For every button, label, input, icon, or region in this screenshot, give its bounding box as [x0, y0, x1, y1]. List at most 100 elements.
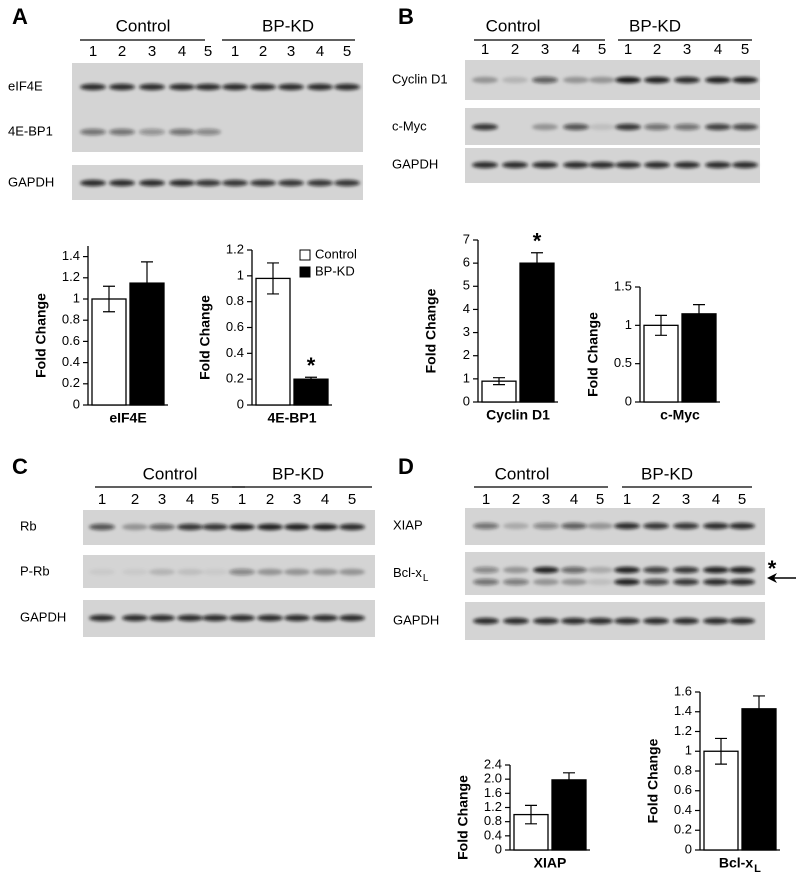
band	[229, 568, 255, 576]
band	[222, 83, 248, 91]
band	[80, 128, 106, 136]
lane-number: 3	[683, 41, 691, 58]
error-bar	[655, 314, 667, 336]
group-label: Control	[486, 16, 541, 35]
y-tick-label: 0.6	[62, 333, 80, 348]
y-tick-label: 0	[685, 841, 692, 856]
y-tick-label: 0.2	[674, 822, 692, 837]
lane-number: 2	[652, 491, 660, 508]
lane-number: 4	[570, 491, 578, 508]
band	[202, 523, 228, 531]
band	[334, 179, 360, 187]
bar	[551, 779, 587, 851]
y-tick-label: 0.2	[226, 371, 244, 386]
significance-star: *	[307, 353, 316, 378]
blot-label: 4E-BP1	[8, 123, 53, 138]
band	[284, 568, 310, 576]
group-label: Control	[116, 16, 171, 35]
band	[587, 566, 613, 574]
y-tick-label: 1.4	[62, 248, 80, 263]
band	[195, 179, 221, 187]
band	[473, 578, 499, 586]
y-tick-label: 1.2	[484, 799, 502, 814]
band	[729, 566, 755, 574]
band	[473, 566, 499, 574]
group-label: Control	[143, 464, 198, 483]
band	[533, 566, 559, 574]
band	[561, 578, 587, 586]
lane-number: 5	[343, 43, 351, 60]
band	[502, 161, 528, 169]
band	[643, 578, 669, 586]
band	[563, 76, 589, 84]
blot-label: GAPDH	[8, 174, 54, 189]
band	[149, 523, 175, 531]
y-tick-label: 0.8	[62, 312, 80, 327]
lane-number: 1	[231, 43, 239, 60]
band	[643, 566, 669, 574]
band	[533, 617, 559, 625]
y-axis-label: Fold Change	[197, 295, 213, 380]
lane-number: 5	[596, 491, 604, 508]
lane-number: 1	[624, 41, 632, 58]
x-tick-label: Bcl-x	[719, 855, 753, 871]
y-tick-label: 0	[237, 396, 244, 411]
x-tick-label: Cyclin D1	[486, 407, 550, 423]
legend-swatch	[299, 266, 311, 278]
y-tick-label: 2.4	[484, 756, 502, 771]
y-tick-label: 0.6	[226, 319, 244, 334]
band	[339, 523, 365, 531]
band	[615, 76, 641, 84]
y-tick-label: 1.2	[226, 241, 244, 256]
band	[89, 614, 115, 622]
band	[705, 123, 731, 131]
band	[703, 578, 729, 586]
error-bar	[141, 261, 153, 305]
y-axis-label: Fold Change	[585, 312, 601, 397]
band	[80, 83, 106, 91]
error-bar	[715, 737, 727, 765]
band	[149, 614, 175, 622]
band	[278, 179, 304, 187]
band	[149, 568, 175, 576]
band	[312, 523, 338, 531]
panel-letter: B	[398, 4, 414, 29]
band	[202, 614, 228, 622]
lane-number: 4	[572, 41, 580, 58]
blot	[465, 552, 765, 595]
y-tick-label: 1	[625, 317, 632, 332]
band	[169, 179, 195, 187]
lane-number: 1	[482, 491, 490, 508]
band	[250, 83, 276, 91]
band	[729, 578, 755, 586]
lane-number: 2	[653, 41, 661, 58]
bar	[255, 277, 291, 406]
y-tick-label: 0.4	[226, 345, 244, 360]
lane-number: 5	[204, 43, 212, 60]
x-tick-label: 4E-BP1	[267, 410, 316, 426]
lane-number: 4	[714, 41, 722, 58]
band	[122, 614, 148, 622]
band	[284, 614, 310, 622]
band	[229, 523, 255, 531]
y-tick-label: 6	[463, 255, 470, 270]
band	[109, 179, 135, 187]
y-tick-label: 0.8	[226, 293, 244, 308]
band	[587, 522, 613, 530]
band	[615, 161, 641, 169]
band	[122, 568, 148, 576]
error-bar	[493, 377, 505, 386]
error-bar	[525, 804, 537, 825]
y-tick-label: 1.2	[62, 269, 80, 284]
y-tick-label: 0.5	[614, 355, 632, 370]
y-tick-label: 1.2	[674, 723, 692, 738]
band	[177, 523, 203, 531]
band	[169, 83, 195, 91]
band	[561, 566, 587, 574]
band	[563, 161, 589, 169]
lane-number: 5	[348, 491, 356, 508]
bar	[703, 750, 739, 851]
bar	[91, 298, 127, 406]
error-bar	[563, 772, 575, 788]
